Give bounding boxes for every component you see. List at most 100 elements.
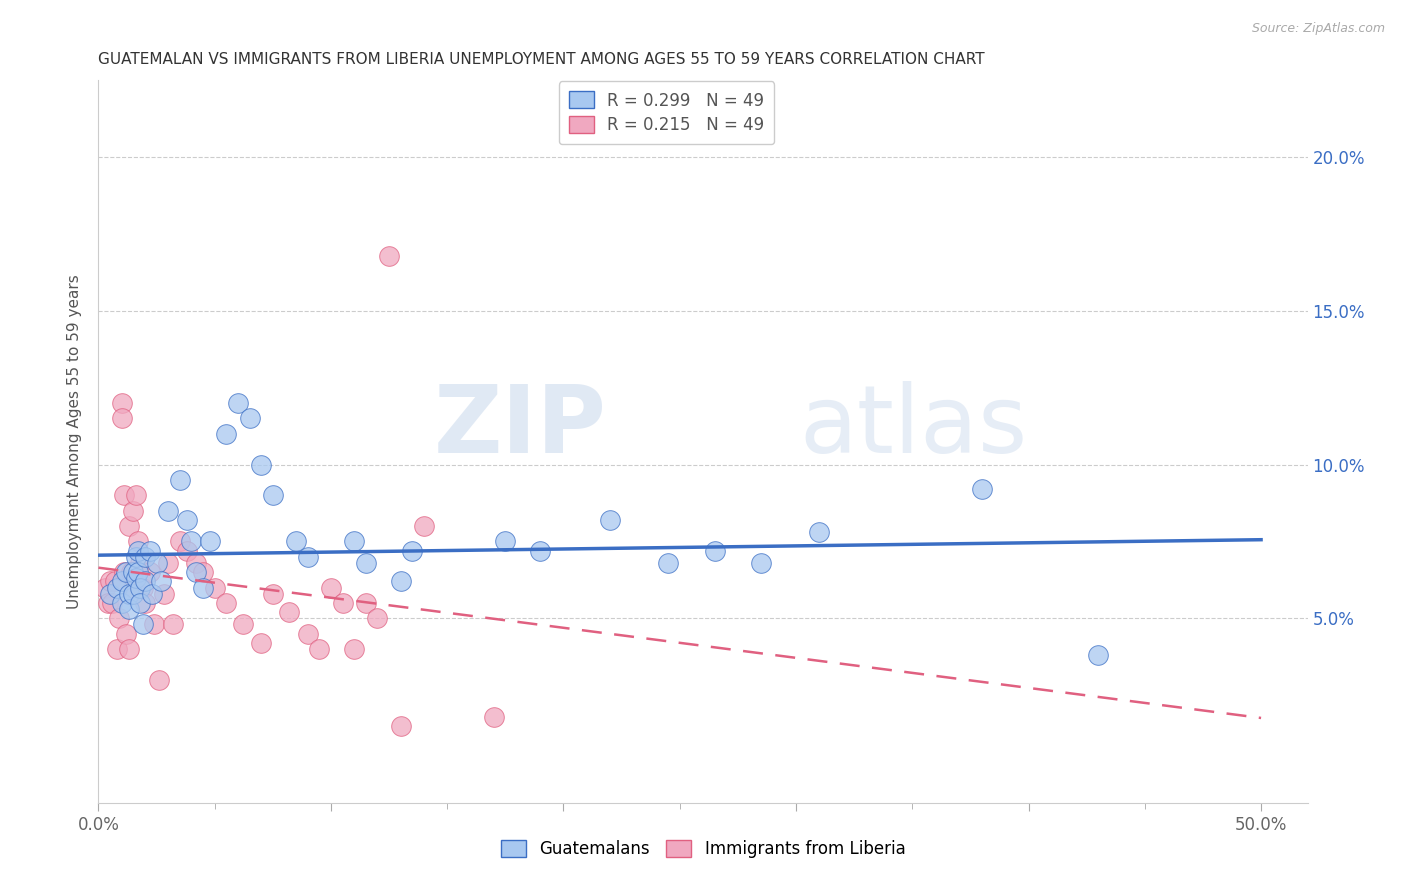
Point	[494, 534, 516, 549]
Point	[122, 565, 145, 579]
Point	[157, 556, 180, 570]
Point	[118, 602, 141, 616]
Point	[98, 587, 121, 601]
Point	[239, 411, 262, 425]
Point	[111, 396, 134, 410]
Point	[297, 626, 319, 640]
Point	[354, 596, 377, 610]
Point	[970, 482, 993, 496]
Point	[124, 488, 146, 502]
Point	[262, 488, 284, 502]
Point	[131, 617, 153, 632]
Point	[703, 543, 725, 558]
Point	[122, 581, 145, 595]
Point	[808, 525, 831, 540]
Point	[124, 571, 146, 585]
Point	[112, 488, 135, 502]
Point	[145, 556, 167, 570]
Point	[115, 565, 138, 579]
Text: GUATEMALAN VS IMMIGRANTS FROM LIBERIA UNEMPLOYMENT AMONG AGES 55 TO 59 YEARS COR: GUATEMALAN VS IMMIGRANTS FROM LIBERIA UN…	[98, 52, 986, 67]
Point	[389, 574, 412, 589]
Point	[150, 574, 173, 589]
Point	[184, 565, 207, 579]
Point	[215, 426, 238, 441]
Point	[401, 543, 423, 558]
Point	[148, 673, 170, 687]
Point	[118, 519, 141, 533]
Point	[141, 587, 163, 601]
Point	[111, 411, 134, 425]
Y-axis label: Unemployment Among Ages 55 to 59 years: Unemployment Among Ages 55 to 59 years	[67, 274, 83, 609]
Point	[105, 581, 128, 595]
Point	[749, 556, 772, 570]
Text: Source: ZipAtlas.com: Source: ZipAtlas.com	[1251, 22, 1385, 36]
Text: ZIP: ZIP	[433, 381, 606, 473]
Point	[111, 574, 134, 589]
Point	[191, 581, 214, 595]
Point	[176, 543, 198, 558]
Point	[169, 534, 191, 549]
Point	[1087, 648, 1109, 663]
Point	[122, 587, 145, 601]
Point	[319, 581, 342, 595]
Point	[134, 596, 156, 610]
Point	[343, 534, 366, 549]
Point	[184, 556, 207, 570]
Point	[129, 581, 152, 595]
Point	[115, 626, 138, 640]
Point	[97, 596, 120, 610]
Point	[366, 611, 388, 625]
Point	[232, 617, 254, 632]
Point	[191, 565, 214, 579]
Point	[143, 617, 166, 632]
Point	[138, 565, 160, 579]
Point	[118, 642, 141, 657]
Point	[332, 596, 354, 610]
Point	[529, 543, 551, 558]
Point	[262, 587, 284, 601]
Point	[354, 556, 377, 570]
Point	[118, 587, 141, 601]
Point	[378, 248, 401, 262]
Text: atlas: atlas	[800, 381, 1028, 473]
Point	[389, 719, 412, 733]
Point	[111, 596, 134, 610]
Point	[198, 534, 221, 549]
Point	[98, 574, 121, 589]
Point	[285, 534, 308, 549]
Point	[176, 513, 198, 527]
Point	[308, 642, 330, 657]
Point	[105, 642, 128, 657]
Point	[297, 549, 319, 564]
Point	[226, 396, 249, 410]
Point	[482, 709, 505, 723]
Point	[343, 642, 366, 657]
Point	[599, 513, 621, 527]
Point	[215, 596, 238, 610]
Point	[169, 473, 191, 487]
Point	[127, 565, 149, 579]
Point	[138, 543, 160, 558]
Point	[129, 556, 152, 570]
Point	[108, 611, 131, 625]
Legend: Guatemalans, Immigrants from Liberia: Guatemalans, Immigrants from Liberia	[492, 832, 914, 867]
Point	[413, 519, 436, 533]
Point	[124, 549, 146, 564]
Point	[152, 587, 174, 601]
Point	[129, 596, 152, 610]
Point	[122, 504, 145, 518]
Point	[657, 556, 679, 570]
Point	[104, 574, 127, 589]
Point	[250, 458, 273, 472]
Point	[250, 636, 273, 650]
Point	[180, 534, 202, 549]
Point	[127, 534, 149, 549]
Point	[162, 617, 184, 632]
Point	[278, 605, 301, 619]
Point	[134, 549, 156, 564]
Point	[112, 565, 135, 579]
Point	[94, 581, 117, 595]
Point	[157, 504, 180, 518]
Point	[101, 596, 124, 610]
Point	[120, 565, 142, 579]
